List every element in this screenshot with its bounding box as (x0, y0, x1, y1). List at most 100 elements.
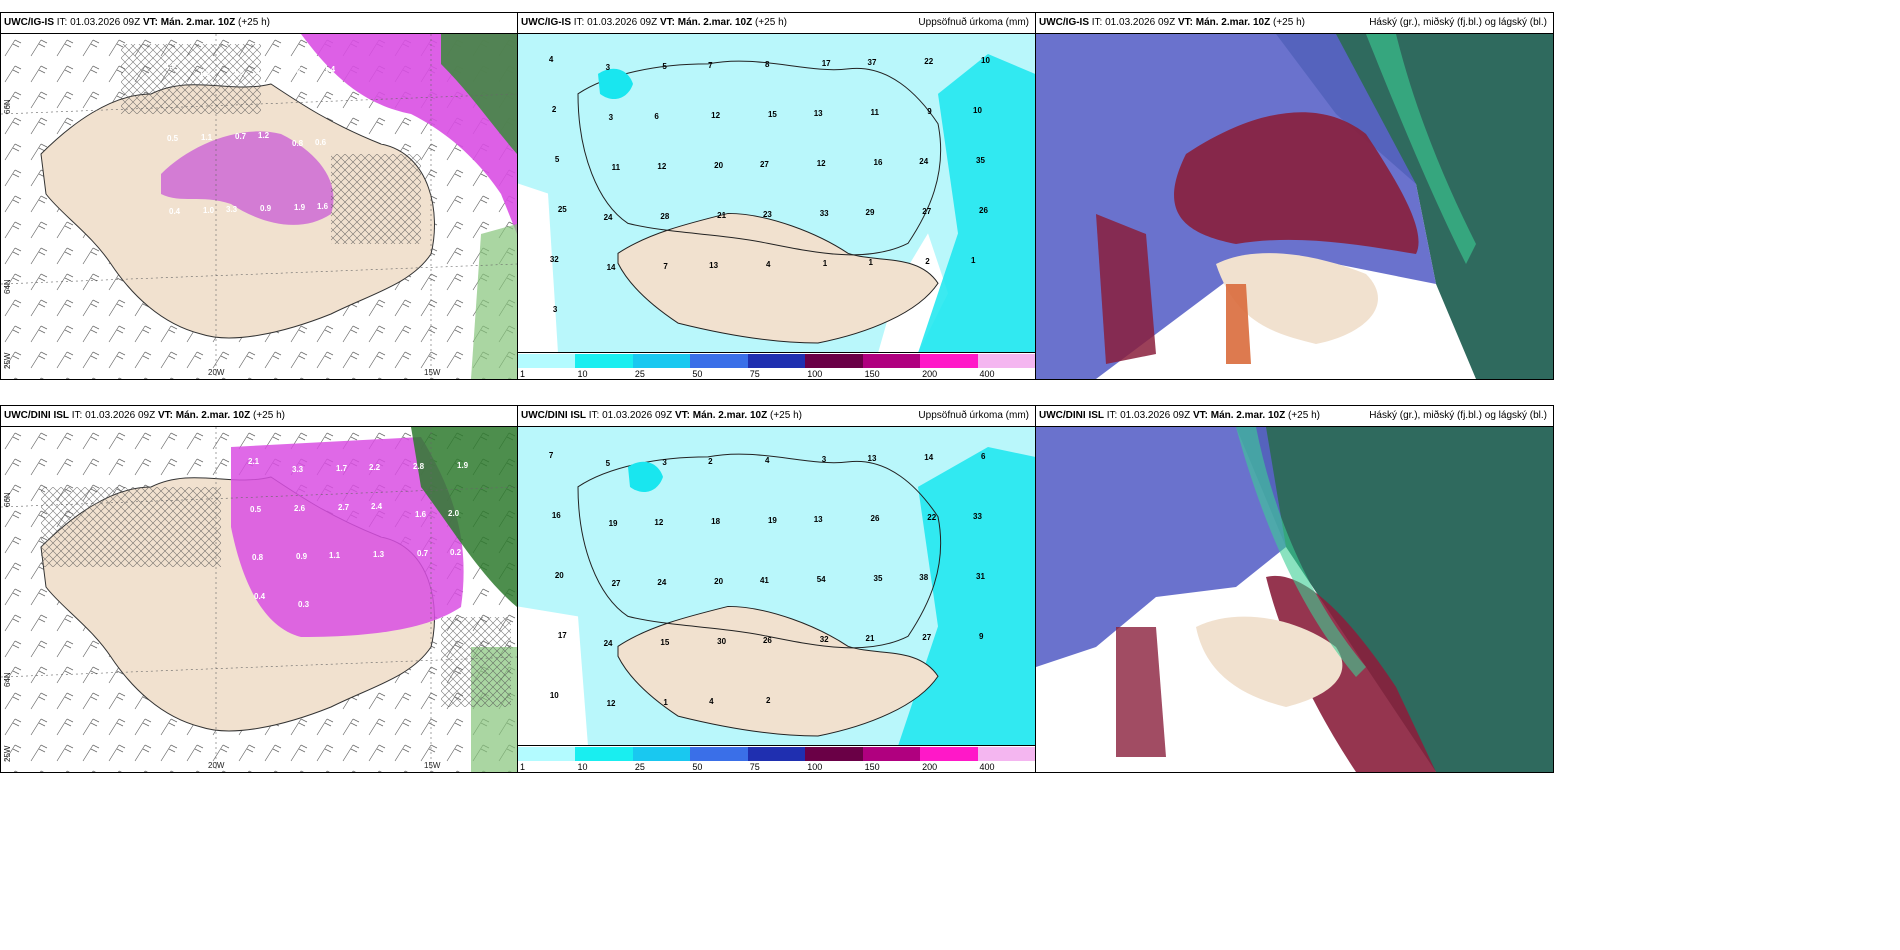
colorbar-tick-label: 75 (749, 369, 760, 379)
precip-value-label: 24 (657, 578, 667, 587)
colorbar-tick-label: 1 (520, 762, 526, 772)
colorbar-cell (632, 747, 692, 761)
precip-colorbar: 1 10 25 50 75 100 150 200 400 (518, 745, 1035, 772)
panel-header: UWC/DINI ISL IT: 01.03.2026 09Z VT: Mán.… (1, 406, 517, 427)
precip-value-label: 17 (821, 59, 831, 68)
precip-value-label: 22 (924, 57, 934, 66)
lead-time: (+25 h) (238, 17, 270, 28)
precip-value-label: 9 (927, 107, 932, 116)
snow-value-label: 0.5 (167, 134, 179, 143)
snow-value-label: 0.7 (235, 132, 247, 141)
panel-right-title: Háský (gr.), miðský (fj.bl.) og lágský (… (1369, 17, 1547, 28)
precip-value-label: 29 (865, 208, 875, 217)
precip-value-label: 8 (764, 60, 770, 69)
precip-value-label: 15 (660, 638, 670, 647)
snow-value-label: 1.9 (294, 203, 306, 212)
precip-value-label: 19 (767, 516, 777, 525)
colorbar-tick-label: 10 (577, 369, 588, 379)
panel-right-title: Uppsöfnuð úrkoma (mm) (918, 410, 1029, 421)
precip-value-label: 24 (603, 639, 613, 648)
colorbar-tick-label: 150 (864, 762, 880, 772)
valid-time: VT: Mán. 2.mar. 10Z (142, 17, 236, 28)
precip-value-label: 12 (606, 699, 616, 708)
precip-value-label: 24 (919, 157, 929, 166)
init-time: IT: 01.03.2026 09Z (1091, 17, 1176, 28)
precip-value-label: 4 (548, 55, 554, 64)
precip-value-label: 20 (554, 571, 564, 580)
precip-value-label: 5 (662, 62, 667, 71)
snow-value-label: 1.7 (256, 67, 268, 76)
precip-value-label: 5 (554, 155, 560, 164)
colorbar-tick-label: 10 (577, 762, 588, 772)
colorbar-tick-label: 50 (692, 762, 703, 772)
precip-value-label: 4 (709, 697, 714, 706)
precip-value-label: 13 (709, 261, 719, 270)
snow-value-label: 0.9 (260, 204, 272, 213)
colorbar-tick-label: 200 (922, 762, 938, 772)
snow-value-label: 0.5 (250, 504, 262, 514)
valid-time: VT: Mán. 2.mar. 10Z (674, 410, 768, 421)
colorbar-cell (690, 747, 749, 761)
precip-value-label: 37 (867, 58, 877, 67)
precip-value-label: 41 (759, 576, 769, 585)
precip-colorbar: 1 10 25 50 75 100 150 200 400 (518, 352, 1035, 379)
precip-values-layer: 4 3 5 7 8 17 37 22 10 2 3 6 12 15 13 11 9 10 5 11 12 20 27 12 16… (518, 34, 1035, 353)
precip-value-label: 22 (927, 513, 937, 522)
cloud-map (1036, 427, 1553, 772)
precip-value-label: 2 (765, 696, 771, 705)
snow-value-label: 1.5 (233, 68, 245, 77)
colorbar-cell (977, 354, 1035, 368)
precip-value-label: 11 (870, 108, 879, 117)
precip-value-label: 14 (606, 263, 616, 272)
precip-value-label: 33 (819, 209, 829, 218)
precip-value-label: 7 (708, 61, 713, 70)
panel-header: UWC/DINI ISL IT: 01.03.2026 09Z VT: Mán.… (518, 406, 1035, 427)
precip-value-label: 21 (717, 211, 727, 220)
precip-value-label: 9 (979, 632, 984, 641)
precip-value-label: 2 (551, 105, 557, 114)
lon-label-20w: 20W (208, 761, 225, 770)
precip-value-label: 2 (708, 457, 713, 466)
lead-time: (+25 h) (1273, 17, 1305, 28)
snow-value-label: 1.1 (201, 133, 213, 142)
snow-value-label: 2.2 (369, 462, 381, 472)
snow-value-label: 0.6 (315, 138, 327, 147)
model-name: UWC/DINI ISL (1039, 410, 1104, 421)
precip-value-label: 12 (654, 518, 664, 527)
snow-value-label: 0.3 (298, 599, 310, 609)
lead-time: (+25 h) (770, 410, 802, 421)
snow-value-label: 0.4 (254, 591, 266, 601)
colorbar-cell (632, 354, 692, 368)
panel-right-title: Háský (gr.), miðský (fj.bl.) og lágský (… (1369, 410, 1547, 421)
snow-value-label: 0.9 (296, 551, 308, 561)
colorbar-tick-label: 1 (520, 369, 526, 379)
colorbar-cell (977, 747, 1035, 761)
precip-value-label: 2 (925, 257, 930, 266)
precip-value-label: 23 (762, 210, 772, 219)
precip-value-label: 10 (981, 56, 990, 65)
valid-time: VT: Mán. 2.mar. 10Z (157, 410, 251, 421)
precip-value-label: 4 (764, 456, 770, 465)
precip-value-label: 27 (611, 579, 621, 588)
precip-value-label: 12 (657, 162, 667, 171)
snow-value-label: 3.3 (226, 205, 238, 214)
valid-time: VT: Mán. 2.mar. 10Z (659, 17, 753, 28)
init-time: IT: 01.03.2026 09Z (1106, 410, 1191, 421)
colorbar-cell (575, 747, 634, 761)
precip-value-label: 30 (717, 637, 727, 646)
precip-value-label: 28 (660, 212, 670, 221)
precip-value-label: 27 (759, 160, 769, 169)
colorbar-cell (920, 354, 979, 368)
snow-value-label: 2.2 (290, 66, 302, 75)
precip-value-label: 10 (973, 106, 982, 115)
panel-top-middle: UWC/IG-IS IT: 01.03.2026 09Z VT: Mán. 2.… (517, 12, 1036, 380)
colorbar-tick-label: 75 (749, 762, 760, 772)
colorbar-tick-label: 25 (634, 369, 645, 379)
snow-values-layer: 2.1 3.3 1.7 2.2 2.8 1.9 0.5 2.6 2.7 2.4 1.6 2.0 0.8 0… (1, 427, 517, 772)
precip-value-label: 6 (654, 112, 659, 121)
precip-value-label: 5 (605, 459, 611, 468)
snow-value-label: 0.8 (252, 552, 264, 562)
lead-time: (+25 h) (253, 410, 285, 421)
panel-bottom-left: UWC/DINI ISL IT: 01.03.2026 09Z VT: Mán.… (0, 405, 518, 773)
precip-value-label: 13 (867, 454, 877, 463)
